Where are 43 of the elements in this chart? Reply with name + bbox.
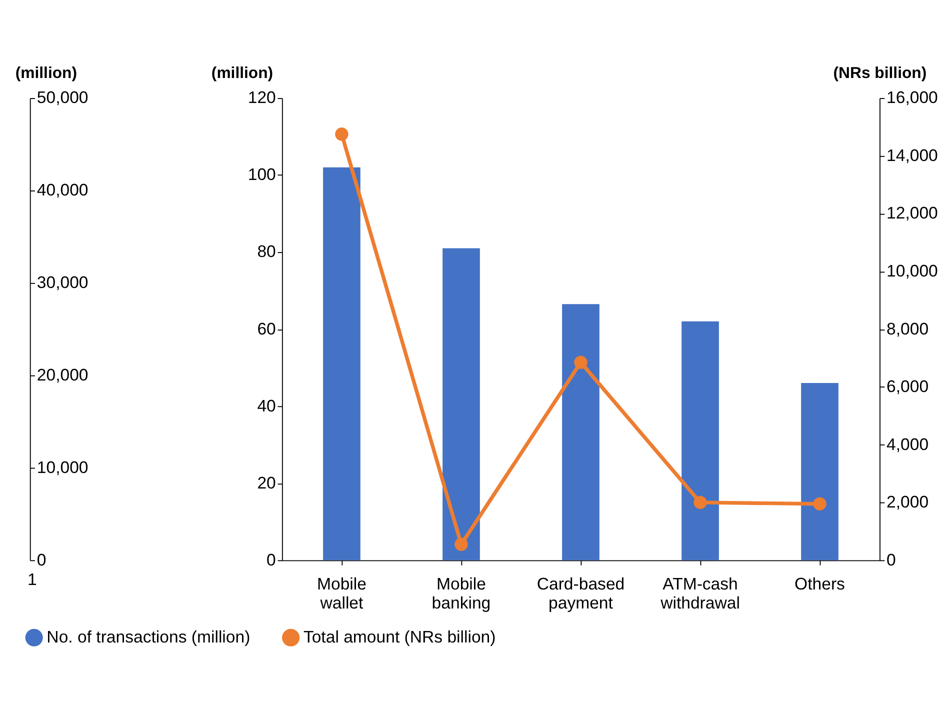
y2-tick-label: 8,000 — [886, 319, 929, 338]
y2-tick-label: 16,000 — [886, 88, 938, 108]
bar — [682, 321, 719, 560]
y2-tick-label: 12,000 — [886, 204, 938, 223]
y-tick-label: 50,000 — [36, 88, 88, 108]
legend-label: Total amount (NRs billion) — [303, 627, 496, 646]
y-tick-label: 0 — [36, 550, 46, 570]
bar — [801, 383, 838, 560]
y2-tick-label: 10,000 — [886, 261, 938, 280]
y2-tick-label: 6,000 — [886, 377, 929, 396]
bar — [442, 248, 480, 560]
y-tick-label: 40 — [257, 396, 276, 416]
x-tick-label: 1 — [28, 570, 37, 589]
y-tick-label: 80 — [257, 242, 276, 262]
y-tick-label: 40,000 — [36, 180, 88, 200]
y2-tick-label: 14,000 — [886, 146, 938, 165]
y-axis-title: (million) — [15, 64, 78, 82]
point — [694, 496, 707, 510]
bar — [562, 304, 600, 560]
y-tick-label: 30,000 — [36, 273, 88, 292]
y-tick-label: 100 — [248, 165, 276, 184]
point — [813, 497, 826, 510]
x-tick-label: Others — [794, 574, 845, 594]
y-tick-label: 10,000 — [36, 458, 88, 477]
y2-axis-title: (NRs billion) — [833, 64, 927, 82]
x-tick-label: ATM-cash withdrawal — [660, 574, 740, 612]
y-tick-label: 20,000 — [36, 365, 88, 384]
x-tick-label: Mobile wallet — [316, 574, 366, 612]
y-tick-label: 120 — [248, 88, 276, 108]
x-tick-label: Mobile banking — [432, 574, 491, 612]
y2-tick-label: 0 — [886, 550, 896, 570]
point — [454, 538, 468, 551]
bar — [323, 167, 360, 560]
y-tick-label: 60 — [257, 319, 276, 338]
y2-tick-label: 2,000 — [886, 492, 929, 512]
y-tick-label: 0 — [266, 550, 276, 570]
y-tick-label: 20 — [257, 473, 276, 492]
y-axis-title: (million) — [211, 64, 274, 82]
point — [574, 356, 588, 369]
y2-tick-label: 4,000 — [886, 434, 929, 454]
x-tick-label: Card-based payment — [536, 574, 625, 612]
legend-label: No. of transactions (million) — [46, 627, 250, 646]
point — [335, 128, 348, 141]
